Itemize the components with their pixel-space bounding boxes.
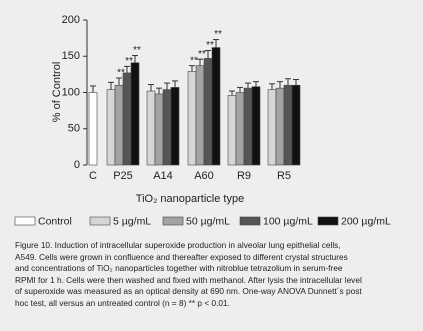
x-axis-label: TiO₂ nanoparticle type [136,193,244,205]
bar [283,84,293,166]
x-tick-label: A14 [153,170,173,182]
bar [235,92,245,166]
bar [170,87,180,166]
y-tick-label: 150 [62,50,80,62]
caption-line: A549. Cells were grown in confluence and… [15,251,348,262]
bar [203,58,213,166]
legend-label: 5 µg/mL [113,215,151,227]
bar [251,86,261,166]
bar [130,62,140,166]
bar [211,47,221,166]
y-tick-label: 50 [68,123,80,135]
bar [162,89,172,166]
bar [154,93,164,166]
y-tick-label: 200 [62,14,80,26]
bar [291,84,301,166]
legend-label: 100 µg/mL [263,215,313,227]
y-tick-label: 100 [62,86,80,98]
y-tick-label: 0 [74,159,80,171]
caption-line: and concentrations of TiO₂ nanoparticles… [15,263,343,274]
significance-label: ** [198,49,206,60]
x-tick-label: R5 [277,170,291,182]
bar [267,89,277,166]
caption-line: RPMI for 1 h. Cells were then washed and… [15,274,362,285]
significance-label: ** [117,68,125,79]
caption-line: of superoxide was measured as an optical… [15,286,362,297]
bar [195,65,205,166]
x-tick-label: C [89,170,97,182]
bar [275,87,285,166]
legend-swatch [89,216,111,226]
caption-line: Figure 10. Induction of intracellular su… [15,240,341,250]
legend-swatch [162,216,184,226]
legend-swatch [239,216,261,226]
legend-label: 200 µg/mL [341,215,391,227]
legend-swatch [317,216,339,226]
caption-line: hoc test, all versus an untreated contro… [15,297,230,308]
bar [88,92,98,166]
bar [187,71,197,166]
y-axis-label: % of Control [51,62,63,123]
bar [122,72,132,166]
caption: Figure 10. Induction of intracellular su… [15,240,415,310]
significance-label: ** [214,29,222,40]
x-tick-label: R9 [237,170,251,182]
x-tick-label: A60 [194,170,214,182]
significance-label: ** [190,55,198,66]
significance-label: ** [133,45,141,56]
legend-swatch [14,216,36,226]
x-tick-label: P25 [113,170,133,182]
legend-label: Control [38,215,72,227]
significance-label: ** [125,56,133,67]
bar [106,89,116,166]
bar [146,90,156,166]
bar [227,95,237,166]
bar [114,84,124,166]
chart: % of Control TiO₂ nanoparticle type 0 50 1… [14,14,391,227]
legend-label: 50 µg/mL [186,215,230,227]
significance-label: ** [206,40,214,51]
bar [243,87,253,166]
